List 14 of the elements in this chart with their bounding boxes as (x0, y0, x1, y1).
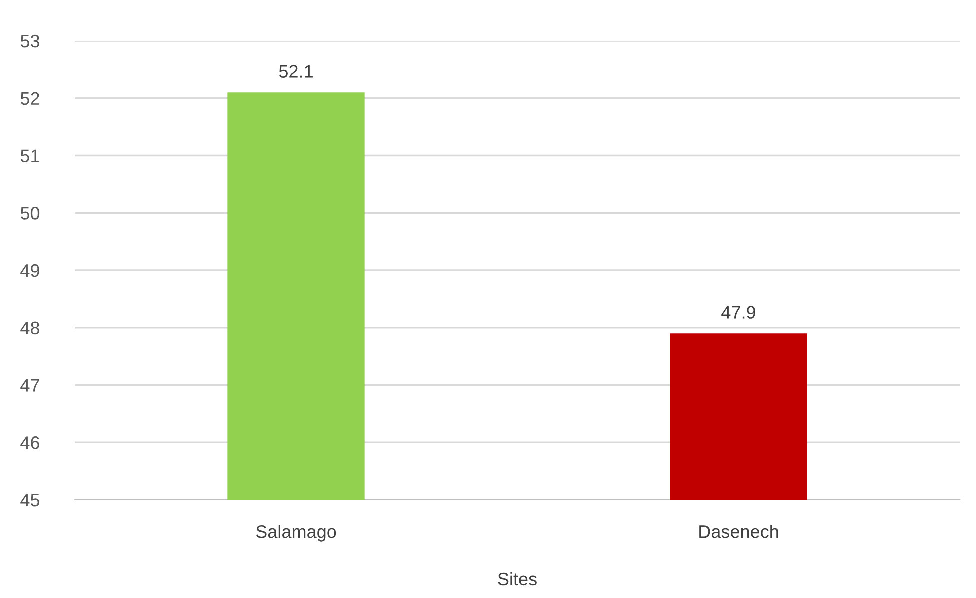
y-tick-label: 46 (20, 436, 40, 450)
y-tick-label: 47 (20, 379, 40, 392)
y-tick-label: 53 (20, 34, 40, 48)
y-tick-label: 52 (20, 92, 40, 106)
data-label: 52.1 (279, 65, 313, 78)
y-tick-label: 45 (20, 494, 40, 507)
x-tick-label: Dasenech (700, 525, 778, 538)
x-tick-label: Salamago (256, 525, 336, 542)
data-label: 47.9 (722, 306, 756, 319)
y-tick-label: 49 (20, 264, 40, 278)
y-tick-label: 51 (20, 150, 40, 162)
y-tick-label: 48 (20, 322, 40, 335)
y-tick-label: 50 (20, 207, 40, 220)
x-axis-title: Sites (498, 572, 537, 586)
